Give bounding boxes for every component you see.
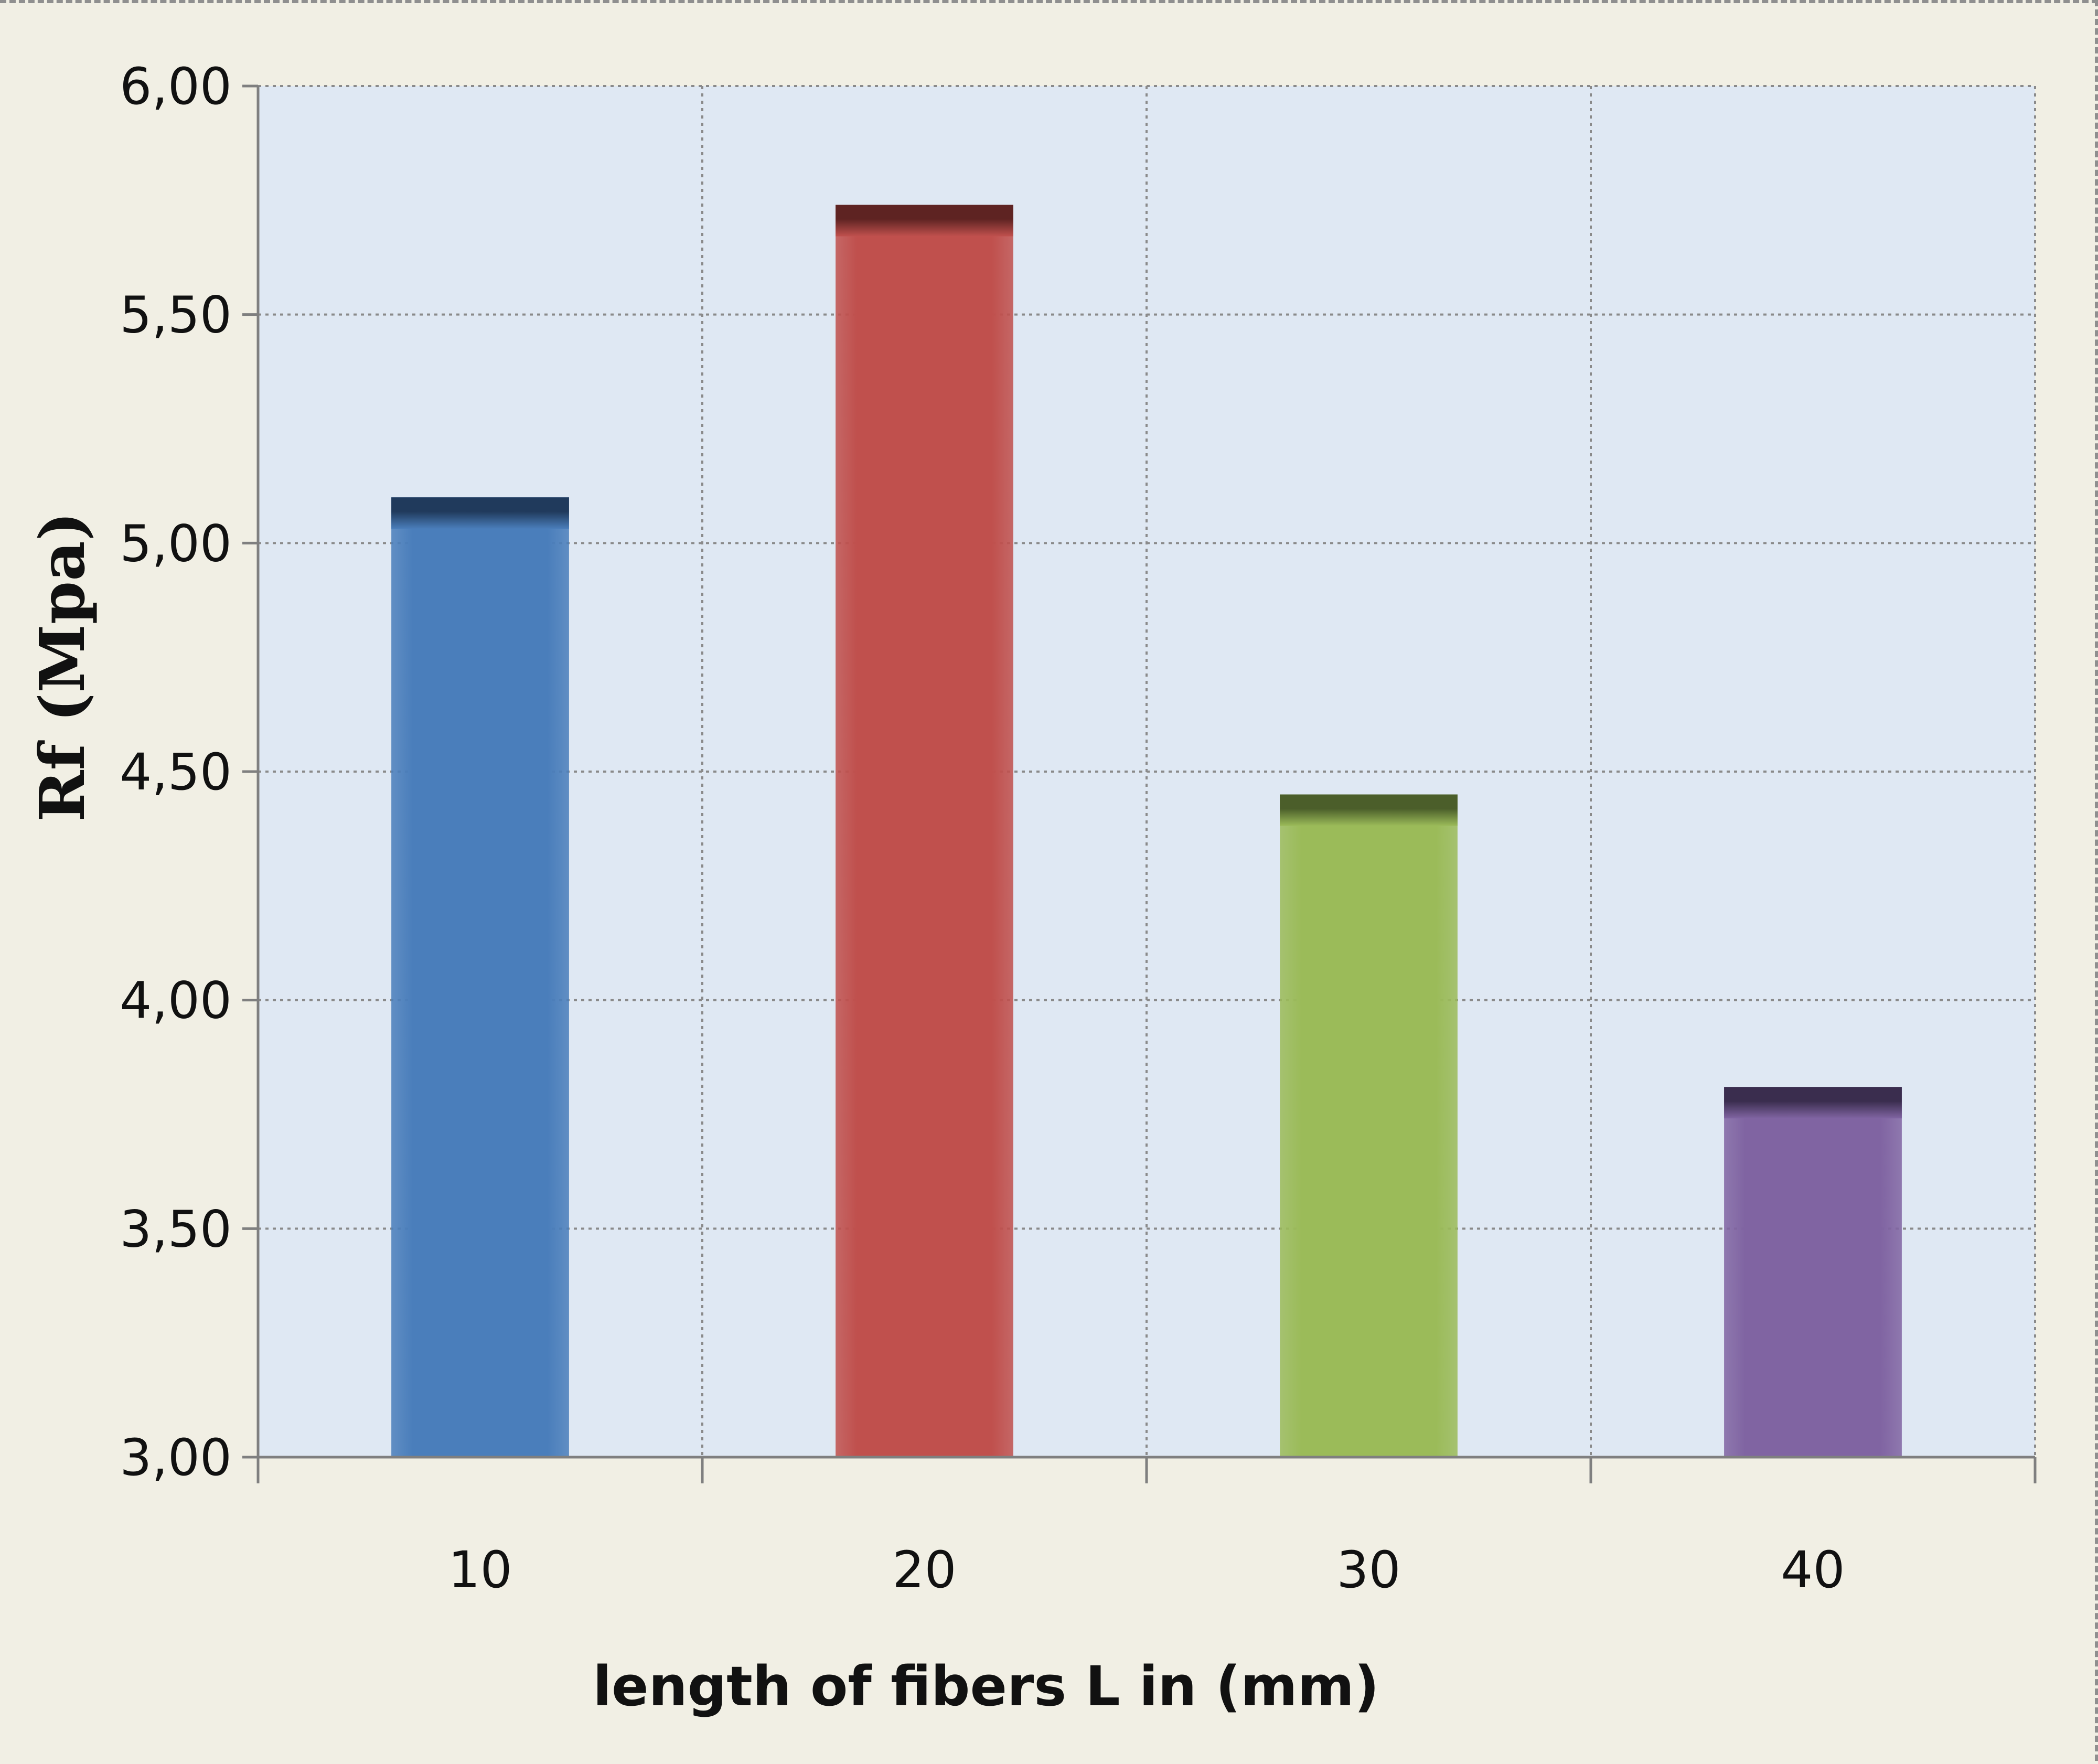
- y-tick-label: 6,00: [120, 57, 232, 116]
- x-tick-label: 40: [1781, 1541, 1845, 1599]
- y-tick-labels: 3,00 3,50 4,00 4,50 5,00 5,50 6,00: [120, 57, 232, 1487]
- bar-cap-40: [1724, 1087, 1902, 1119]
- x-tick-label: 30: [1336, 1541, 1400, 1599]
- x-tick-label: 10: [448, 1541, 512, 1599]
- y-tick-label: 5,00: [120, 514, 232, 573]
- y-tick-label: 5,50: [120, 286, 232, 345]
- bar-chart: 3,00 3,50 4,00 4,50 5,00 5,50 6,00 10 20 30 40 le…: [26, 57, 2037, 1718]
- y-tick-label: 3,00: [120, 1428, 232, 1487]
- bar-20: [836, 205, 1013, 1458]
- y-axis-title: Rf (Mpa): [26, 511, 99, 821]
- bar-cap-30: [1280, 794, 1458, 826]
- x-tick-label: 20: [892, 1541, 956, 1599]
- x-axis-title: length of fibers L in (mm): [593, 1654, 1379, 1718]
- bar-cap-10: [391, 497, 569, 529]
- y-tick-label: 4,00: [120, 971, 232, 1030]
- x-tick-labels: 10 20 30 40: [448, 1541, 1845, 1599]
- axes: [242, 84, 2037, 1483]
- bar-10: [391, 497, 569, 1458]
- y-tick-label: 4,50: [120, 743, 232, 801]
- bar-30: [1280, 794, 1458, 1457]
- bars: [391, 205, 1902, 1458]
- y-tick-label: 3,50: [120, 1200, 232, 1258]
- bar-cap-20: [836, 205, 1013, 237]
- bar-40: [1724, 1087, 1902, 1457]
